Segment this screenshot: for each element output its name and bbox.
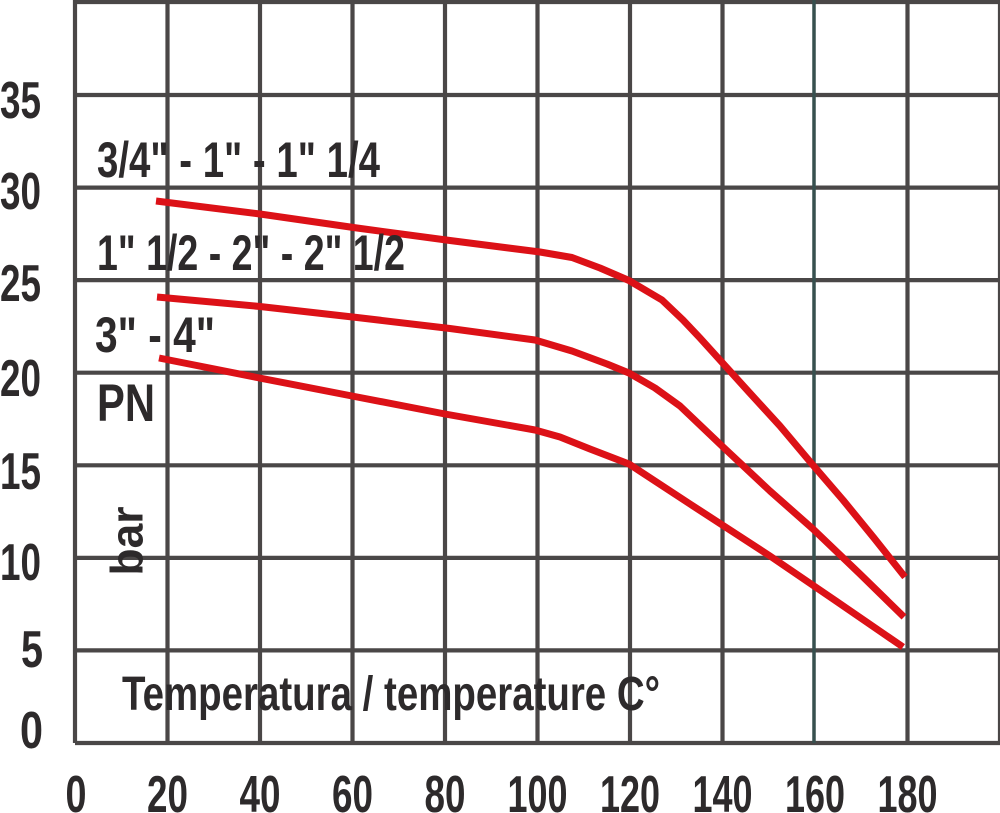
svg-text:0: 0 xyxy=(20,701,43,759)
svg-text:35: 35 xyxy=(0,71,41,129)
svg-text:160: 160 xyxy=(785,765,845,813)
svg-text:Temperatura / temperature C°: Temperatura / temperature C° xyxy=(122,667,660,721)
svg-text:PN: PN xyxy=(97,374,155,433)
svg-text:40: 40 xyxy=(240,765,281,813)
svg-text:10: 10 xyxy=(0,533,41,591)
svg-text:25: 25 xyxy=(0,254,41,312)
svg-text:5: 5 xyxy=(21,620,43,678)
svg-text:60: 60 xyxy=(332,765,373,813)
svg-text:20: 20 xyxy=(147,765,188,813)
svg-text:bar: bar xyxy=(102,507,153,576)
svg-text:1" 1/2 - 2" - 2" 1/2: 1" 1/2 - 2" - 2" 1/2 xyxy=(97,224,405,281)
svg-text:180: 180 xyxy=(878,765,938,813)
svg-text:30: 30 xyxy=(0,162,41,220)
svg-text:100: 100 xyxy=(508,765,568,813)
svg-text:120: 120 xyxy=(600,765,660,813)
svg-text:80: 80 xyxy=(425,765,466,813)
svg-text:3/4" - 1" - 1" 1/4: 3/4" - 1" - 1" 1/4 xyxy=(97,131,380,188)
svg-text:140: 140 xyxy=(693,765,753,813)
svg-text:3" - 4": 3" - 4" xyxy=(95,306,215,363)
svg-text:0: 0 xyxy=(66,765,87,813)
svg-text:20: 20 xyxy=(0,349,41,407)
svg-text:15: 15 xyxy=(0,442,41,500)
